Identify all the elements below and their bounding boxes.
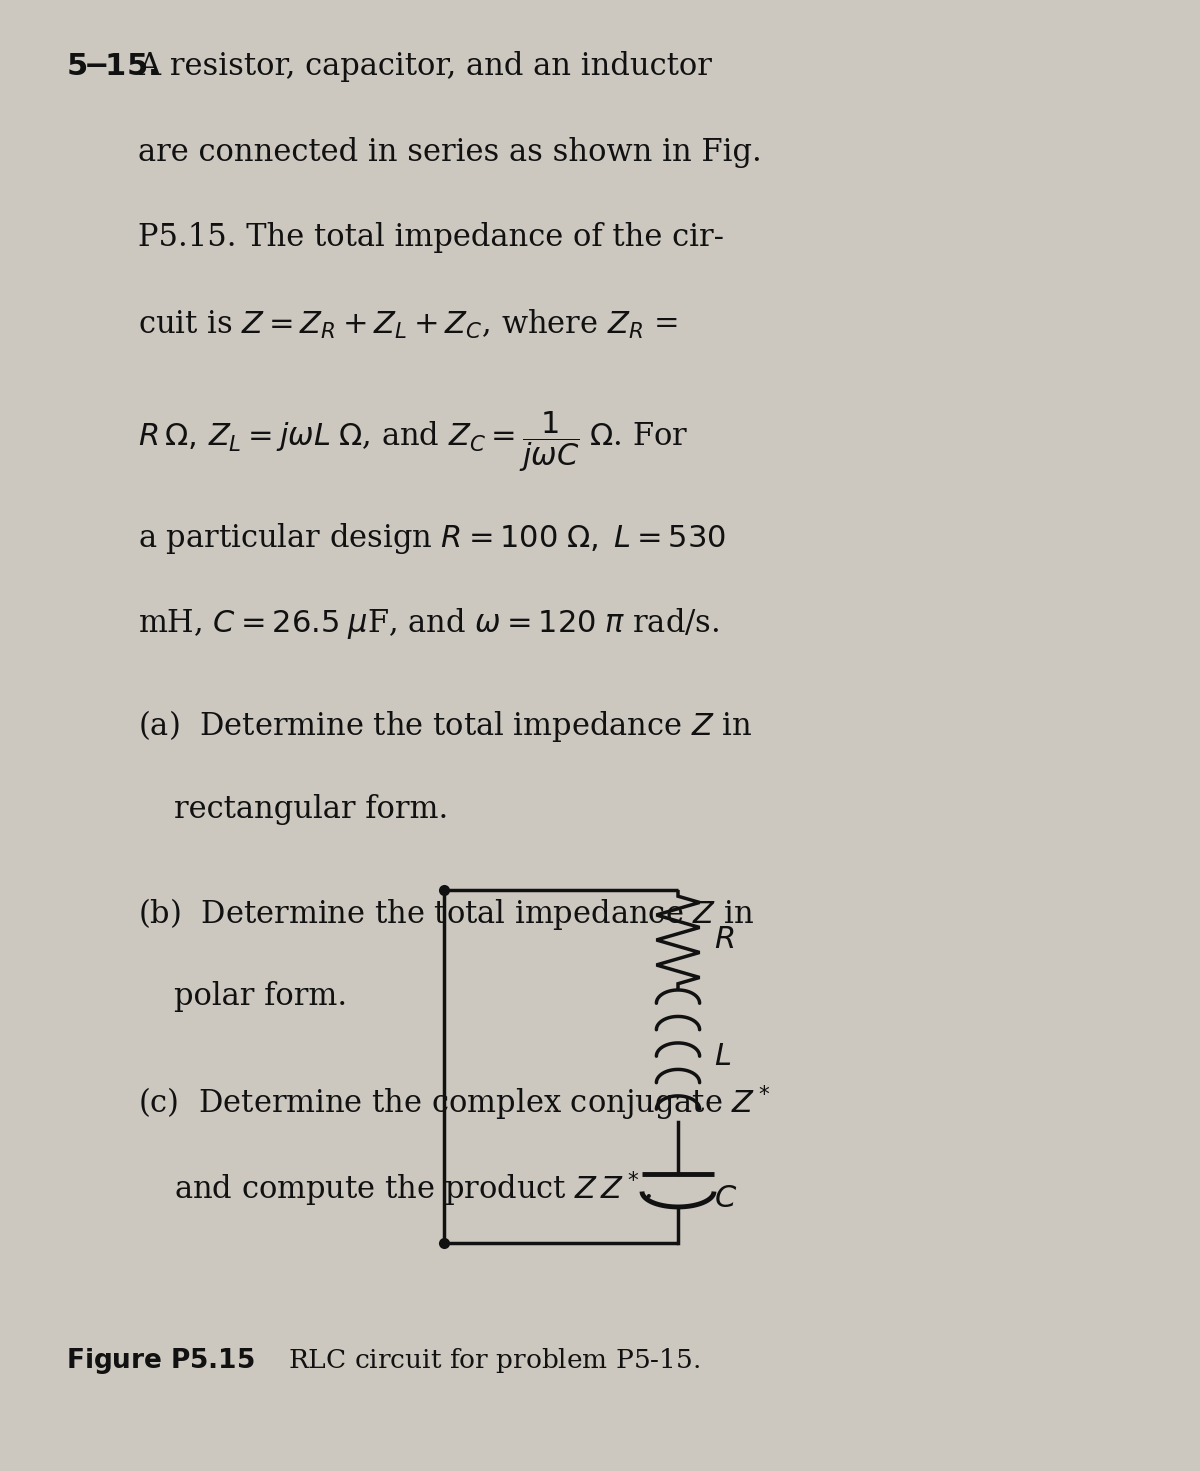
Text: $L$: $L$ bbox=[714, 1040, 731, 1072]
Text: mH, $C = 26.5\;\mu$F, and $\omega = 120\;\pi$ rad/s.: mH, $C = 26.5\;\mu$F, and $\omega = 120\… bbox=[138, 606, 720, 641]
Text: and compute the product $Z\,Z^*$.: and compute the product $Z\,Z^*$. bbox=[174, 1169, 653, 1209]
Text: (a)  Determine the total impedance $Z$ in: (a) Determine the total impedance $Z$ in bbox=[138, 709, 752, 744]
Text: (c)  Determine the complex conjugate $Z^*$: (c) Determine the complex conjugate $Z^*… bbox=[138, 1084, 772, 1124]
Text: $R\,\Omega,\,Z_L = j\omega L\;\Omega$, and $Z_C = \dfrac{1}{j\omega C}\;\Omega$.: $R\,\Omega,\,Z_L = j\omega L\;\Omega$, a… bbox=[138, 410, 689, 474]
Text: A resistor, capacitor, and an inductor: A resistor, capacitor, and an inductor bbox=[138, 51, 712, 82]
Text: $R$: $R$ bbox=[714, 924, 734, 956]
Text: (b)  Determine the total impedance $Z$ in: (b) Determine the total impedance $Z$ in bbox=[138, 896, 754, 933]
Text: P5.15. The total impedance of the cir-: P5.15. The total impedance of the cir- bbox=[138, 222, 724, 253]
Text: polar form.: polar form. bbox=[174, 981, 347, 1012]
Text: are connected in series as shown in Fig.: are connected in series as shown in Fig. bbox=[138, 137, 762, 168]
Text: rectangular form.: rectangular form. bbox=[174, 794, 449, 825]
Text: cuit is $Z = Z_R + Z_L + Z_C$, where $Z_R$ =: cuit is $Z = Z_R + Z_L + Z_C$, where $Z_… bbox=[138, 307, 678, 341]
Text: $C$: $C$ bbox=[714, 1183, 737, 1215]
Text: a particular design $R = 100\;\Omega,\;L = 530$: a particular design $R = 100\;\Omega,\;L… bbox=[138, 521, 726, 556]
Text: $\mathbf{Figure\ P5.15}$    RLC circuit for problem P5-15.: $\mathbf{Figure\ P5.15}$ RLC circuit for… bbox=[66, 1346, 701, 1375]
Text: $\mathbf{5\!\!-\!\!15.}$: $\mathbf{5\!\!-\!\!15.}$ bbox=[66, 51, 157, 82]
